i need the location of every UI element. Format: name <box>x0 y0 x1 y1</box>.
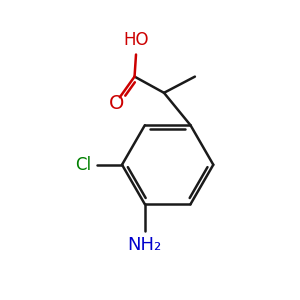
Text: HO: HO <box>123 31 149 49</box>
Text: NH₂: NH₂ <box>128 236 162 254</box>
Text: O: O <box>109 94 124 113</box>
Text: Cl: Cl <box>76 156 92 174</box>
